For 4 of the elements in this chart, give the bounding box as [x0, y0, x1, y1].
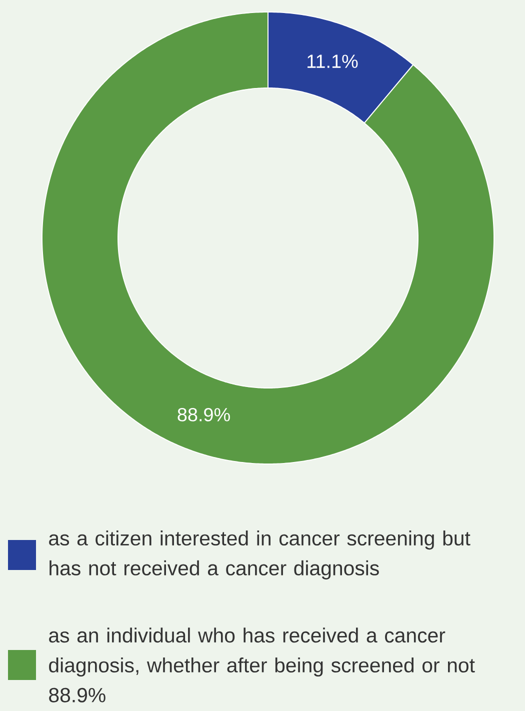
data-label: 88.9%: [178, 408, 230, 422]
legend-label: as an individual who has received a cancer diagnosis, whether after being screened or not 88.9%: [49, 628, 475, 702]
data-label: 11.1%: [308, 54, 358, 68]
legend-label: as a citizen interested in cancer screening but has not received a cancer diagnosis: [49, 530, 470, 580]
